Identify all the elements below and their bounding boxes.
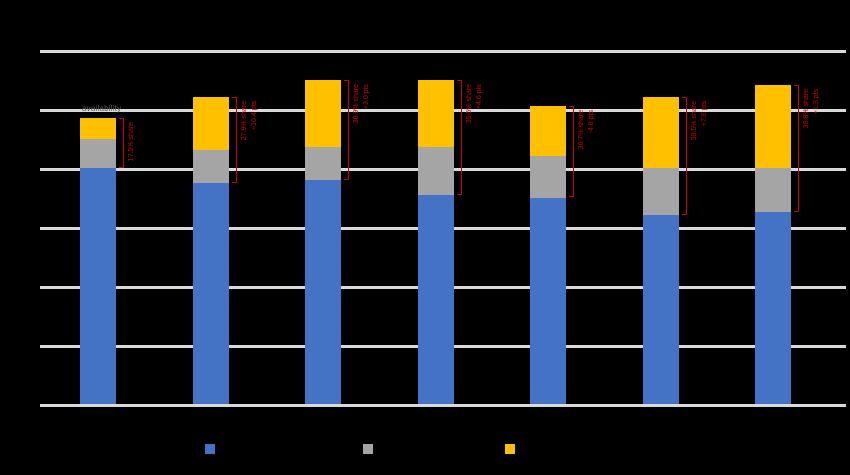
bracket-7 bbox=[794, 85, 799, 213]
bar-7-segment-yellow bbox=[755, 85, 791, 168]
bracket-labels-3: 30.9% share +3.0 pts bbox=[352, 84, 371, 123]
bar-6-segment-yellow bbox=[642, 97, 679, 168]
bar-4-segment-gray bbox=[417, 147, 454, 195]
bar-5-segment-blue bbox=[530, 197, 566, 404]
legend-swatch-blue bbox=[205, 444, 215, 454]
legend-item-yellow bbox=[505, 444, 610, 454]
bracket-label: 30.7% share bbox=[578, 110, 585, 150]
bar-1-segment-blue bbox=[80, 168, 116, 404]
bar-5-segment-gray bbox=[530, 156, 566, 198]
bracket-labels-2: 27.9% share +10.4 pts bbox=[240, 101, 259, 140]
bracket-label: -4.8 pts bbox=[588, 110, 595, 134]
bracket-label: +4.6 pts bbox=[475, 83, 483, 109]
bar-2-segment-gray bbox=[192, 150, 229, 183]
bracket-labels-7: 39.8% share +1.3 pts bbox=[802, 89, 821, 128]
bracket-3 bbox=[344, 79, 349, 180]
bar-3-segment-blue bbox=[305, 179, 341, 404]
bar-3-segment-gray bbox=[305, 147, 341, 180]
bar-7-segment-blue bbox=[755, 212, 791, 404]
legend-swatch-gray bbox=[363, 444, 373, 454]
gridline bbox=[40, 50, 846, 53]
bar-1-segment-gray bbox=[80, 138, 116, 168]
bracket-label: 30.9% share bbox=[353, 83, 360, 123]
bar-7 bbox=[755, 85, 791, 404]
bar-6 bbox=[642, 97, 679, 404]
bracket-label: +10.4 pts bbox=[250, 101, 258, 131]
bracket-label: 39.8% share bbox=[803, 89, 810, 129]
bar-6-segment-gray bbox=[642, 168, 679, 216]
bar-5-segment-yellow bbox=[530, 106, 566, 157]
bracket-labels-5: 30.7% share -4.8 pts bbox=[577, 110, 596, 149]
bracket-6 bbox=[681, 97, 687, 216]
bracket-5 bbox=[569, 106, 574, 198]
bracket-label: +1.3 pts bbox=[813, 89, 820, 115]
availability-note: availability bbox=[82, 104, 122, 113]
bar-1 bbox=[80, 117, 116, 404]
bar-2-segment-yellow bbox=[192, 97, 229, 151]
legend-item-gray bbox=[363, 444, 468, 454]
gridline bbox=[40, 404, 846, 407]
legend-swatch-yellow bbox=[505, 444, 515, 454]
bar-4-segment-yellow bbox=[417, 79, 454, 148]
bracket-1 bbox=[119, 117, 124, 168]
bar-4-segment-blue bbox=[417, 194, 454, 404]
bracket-label: +3.0 pts bbox=[363, 83, 370, 109]
bracket-label: 38.5% share bbox=[690, 101, 698, 141]
bracket-label: 27.9% share bbox=[240, 101, 248, 141]
bar-6-segment-blue bbox=[642, 215, 679, 404]
legend bbox=[0, 444, 850, 462]
plot-area: 17.5% share 27.9% share +10.4 pts 30.9% sha… bbox=[40, 50, 846, 407]
bracket-labels-4: 35.5% share +4.6 pts bbox=[465, 84, 484, 123]
bracket-label: 35.5% share bbox=[465, 83, 473, 123]
bracket-2 bbox=[231, 97, 237, 183]
bar-3-segment-yellow bbox=[305, 79, 341, 148]
bar-2-segment-blue bbox=[192, 182, 229, 404]
bar-7-segment-gray bbox=[755, 168, 791, 213]
bracket-labels-6: 38.5% share +7.8 pts bbox=[690, 101, 709, 140]
bracket-4 bbox=[456, 79, 462, 195]
bracket-label: +7.8 pts bbox=[700, 101, 708, 127]
bar-1-segment-yellow bbox=[80, 117, 116, 139]
bracket-labels-1: 17.5% share bbox=[127, 122, 136, 161]
bar-2 bbox=[192, 97, 229, 404]
bar-5 bbox=[530, 106, 566, 404]
bar-3 bbox=[305, 79, 341, 405]
bar-4 bbox=[417, 79, 454, 405]
bracket-label: 17.5% share bbox=[128, 121, 135, 162]
legend-item-blue bbox=[205, 444, 310, 454]
